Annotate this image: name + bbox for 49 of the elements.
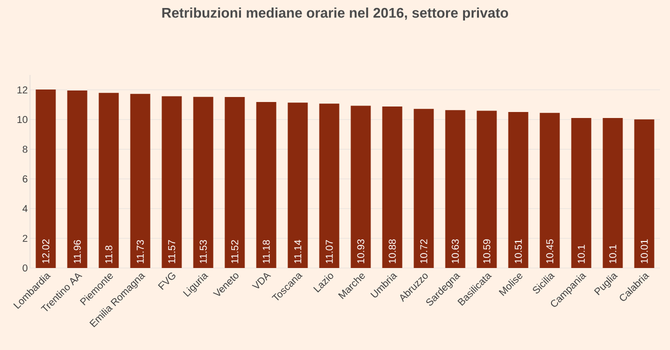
data-label: 10.1 xyxy=(578,244,585,264)
x-tick-label: VDA xyxy=(252,273,272,288)
y-tick-label: 4 xyxy=(22,205,28,212)
bar xyxy=(193,96,214,268)
y-tick-label: 8 xyxy=(22,146,28,153)
bar xyxy=(36,90,56,268)
y-tick-label: 2 xyxy=(22,234,28,242)
data-label: 10.93 xyxy=(357,239,364,264)
bar xyxy=(382,106,402,268)
y-tick-label: 6 xyxy=(22,175,28,182)
data-label: 11.52 xyxy=(231,240,238,264)
data-label: 10.72 xyxy=(420,239,428,264)
bar xyxy=(476,110,497,268)
bar xyxy=(571,118,592,268)
y-tick-label: 0 xyxy=(22,264,28,272)
bar xyxy=(634,119,654,268)
data-label: 10.01 xyxy=(640,239,648,264)
data-label: 11.53 xyxy=(200,240,207,264)
data-label: 11.96 xyxy=(74,240,81,264)
bar xyxy=(256,102,276,268)
data-label: 11.07 xyxy=(326,240,333,264)
data-label: 11.73 xyxy=(136,240,144,264)
data-label: 10.59 xyxy=(483,239,490,264)
data-label: 11.57 xyxy=(168,240,176,264)
data-label: 10.88 xyxy=(388,239,396,264)
bar xyxy=(540,112,560,268)
bar xyxy=(508,112,528,268)
data-label: 11.18 xyxy=(262,240,270,264)
data-label: 11.8 xyxy=(105,246,112,264)
y-tick-label: 12 xyxy=(18,86,28,94)
data-label: 11.14 xyxy=(294,240,302,264)
data-label: 10.45 xyxy=(546,239,554,264)
bar xyxy=(162,96,182,268)
chart-title: Retribuzioni mediane orarie nel 2016, settore privato xyxy=(162,8,508,21)
bar xyxy=(67,90,88,268)
bar xyxy=(98,92,119,268)
bar xyxy=(414,108,434,268)
bar xyxy=(319,104,340,268)
bar xyxy=(224,96,245,268)
data-label: 10.63 xyxy=(452,239,459,264)
bar xyxy=(130,94,150,268)
data-label: 12.02 xyxy=(42,239,50,264)
bar xyxy=(350,106,371,268)
data-label: 10.51 xyxy=(514,239,522,264)
bar xyxy=(445,110,466,268)
bar xyxy=(288,102,308,268)
y-tick-label: 10 xyxy=(18,116,28,124)
bar xyxy=(602,118,623,268)
data-label: 10.1 xyxy=(609,244,616,264)
